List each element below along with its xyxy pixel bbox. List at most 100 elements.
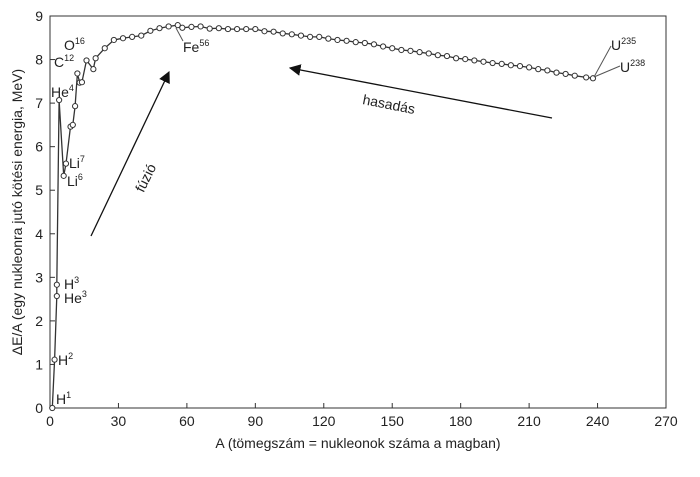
x-tick-label: 0 — [46, 413, 54, 429]
data-point — [69, 121, 76, 128]
data-point — [343, 37, 350, 44]
data-point — [370, 41, 378, 48]
x-tick-label: 210 — [517, 413, 541, 429]
nuclide-label: O16 — [64, 36, 85, 53]
nuclide-label: Fe56 — [183, 38, 209, 55]
data-point — [270, 28, 277, 35]
nuclide-symbol: O — [64, 37, 75, 53]
data-point — [206, 25, 213, 32]
data-point — [261, 28, 268, 35]
data-point — [197, 23, 204, 30]
x-tick-label: 60 — [179, 413, 195, 429]
x-tick-label: 180 — [449, 413, 473, 429]
data-point — [138, 32, 145, 39]
x-tick-label: 90 — [248, 413, 264, 429]
data-point — [233, 25, 241, 33]
data-point — [224, 25, 232, 33]
fusion-arrow — [90, 70, 170, 237]
nuclide-mass: 2 — [68, 351, 73, 361]
data-point — [407, 47, 414, 54]
data-point — [156, 25, 163, 32]
leader-line — [175, 27, 184, 42]
nuclide-symbol: Li — [69, 155, 80, 171]
data-point — [516, 62, 524, 70]
y-tick-label: 4 — [35, 226, 43, 242]
data-point — [279, 30, 286, 37]
x-tick-label: 150 — [381, 413, 405, 429]
data-point — [62, 160, 70, 167]
data-point — [379, 43, 387, 50]
data-point — [316, 33, 323, 41]
y-tick-label: 0 — [35, 400, 43, 416]
nuclide-symbol: Fe — [183, 39, 200, 55]
leader-line — [593, 45, 612, 78]
x-tick-label: 30 — [111, 413, 127, 429]
nuclide-label: H3 — [64, 275, 79, 292]
plot-frame — [49, 15, 667, 409]
data-point — [571, 72, 578, 79]
nuclide-mass: 16 — [75, 36, 85, 46]
data-point — [78, 79, 86, 86]
data-point — [56, 96, 63, 104]
data-point — [51, 356, 58, 363]
y-axis-title: ΔE/A (egy nukleonra jutó kötési energia,… — [9, 69, 25, 355]
nuclide-mass: 3 — [74, 275, 79, 285]
data-point — [389, 45, 396, 52]
data-point — [544, 67, 551, 74]
data-point — [434, 52, 441, 59]
data-point — [498, 60, 505, 68]
y-tick-label: 2 — [35, 313, 43, 329]
y-tick-label: 7 — [35, 95, 43, 111]
nuclide-mass: 56 — [199, 38, 209, 48]
data-point — [425, 50, 432, 57]
nuclide-label: H1 — [56, 390, 71, 407]
nuclide-mass: 4 — [69, 83, 74, 93]
nuclide-symbol: U — [611, 37, 621, 53]
x-tick-label: 120 — [312, 413, 336, 429]
nuclide-label: C12 — [54, 53, 74, 70]
leader-line — [593, 65, 621, 78]
nuclide-label: U235 — [611, 36, 636, 53]
y-tick-label: 1 — [35, 356, 43, 372]
nuclide-mass: 12 — [64, 53, 74, 63]
nuclide-mass: 238 — [630, 58, 645, 68]
nuclide-symbol: H — [58, 352, 68, 368]
data-point — [101, 45, 108, 52]
x-tick-label: 270 — [654, 413, 678, 429]
data-point — [252, 25, 259, 33]
data-point — [334, 36, 341, 44]
nuclide-label: U238 — [620, 58, 645, 75]
data-point — [92, 55, 99, 62]
data-point — [471, 57, 478, 64]
data-point — [49, 404, 56, 412]
data-point — [53, 292, 60, 300]
data-point — [90, 66, 97, 73]
arrow-layer: fúzió hasadás — [90, 64, 553, 237]
data-point — [443, 52, 451, 60]
fission-arrow — [288, 64, 553, 119]
data-point — [288, 31, 295, 38]
y-tick-label: 6 — [35, 139, 43, 155]
series-line — [51, 24, 594, 409]
data-point — [526, 64, 533, 71]
nuclide-label: H2 — [58, 351, 73, 368]
data-point — [110, 36, 117, 44]
nuclide-symbol: H — [56, 391, 66, 407]
y-tick-label: 8 — [35, 52, 43, 68]
data-point — [60, 172, 67, 179]
data-point — [74, 70, 81, 77]
nuclide-mass: 6 — [78, 172, 83, 182]
y-tick-label: 9 — [35, 8, 43, 24]
data-point — [583, 74, 590, 81]
nuclide-symbol: Li — [67, 173, 78, 189]
nuclide-symbol: H — [64, 276, 74, 292]
data-point — [53, 281, 60, 288]
data-point — [398, 46, 405, 54]
nuclide-label: Li6 — [67, 172, 83, 189]
data-point — [489, 59, 496, 67]
data-point — [119, 35, 127, 42]
data-point — [480, 58, 487, 65]
data-point — [462, 56, 469, 63]
